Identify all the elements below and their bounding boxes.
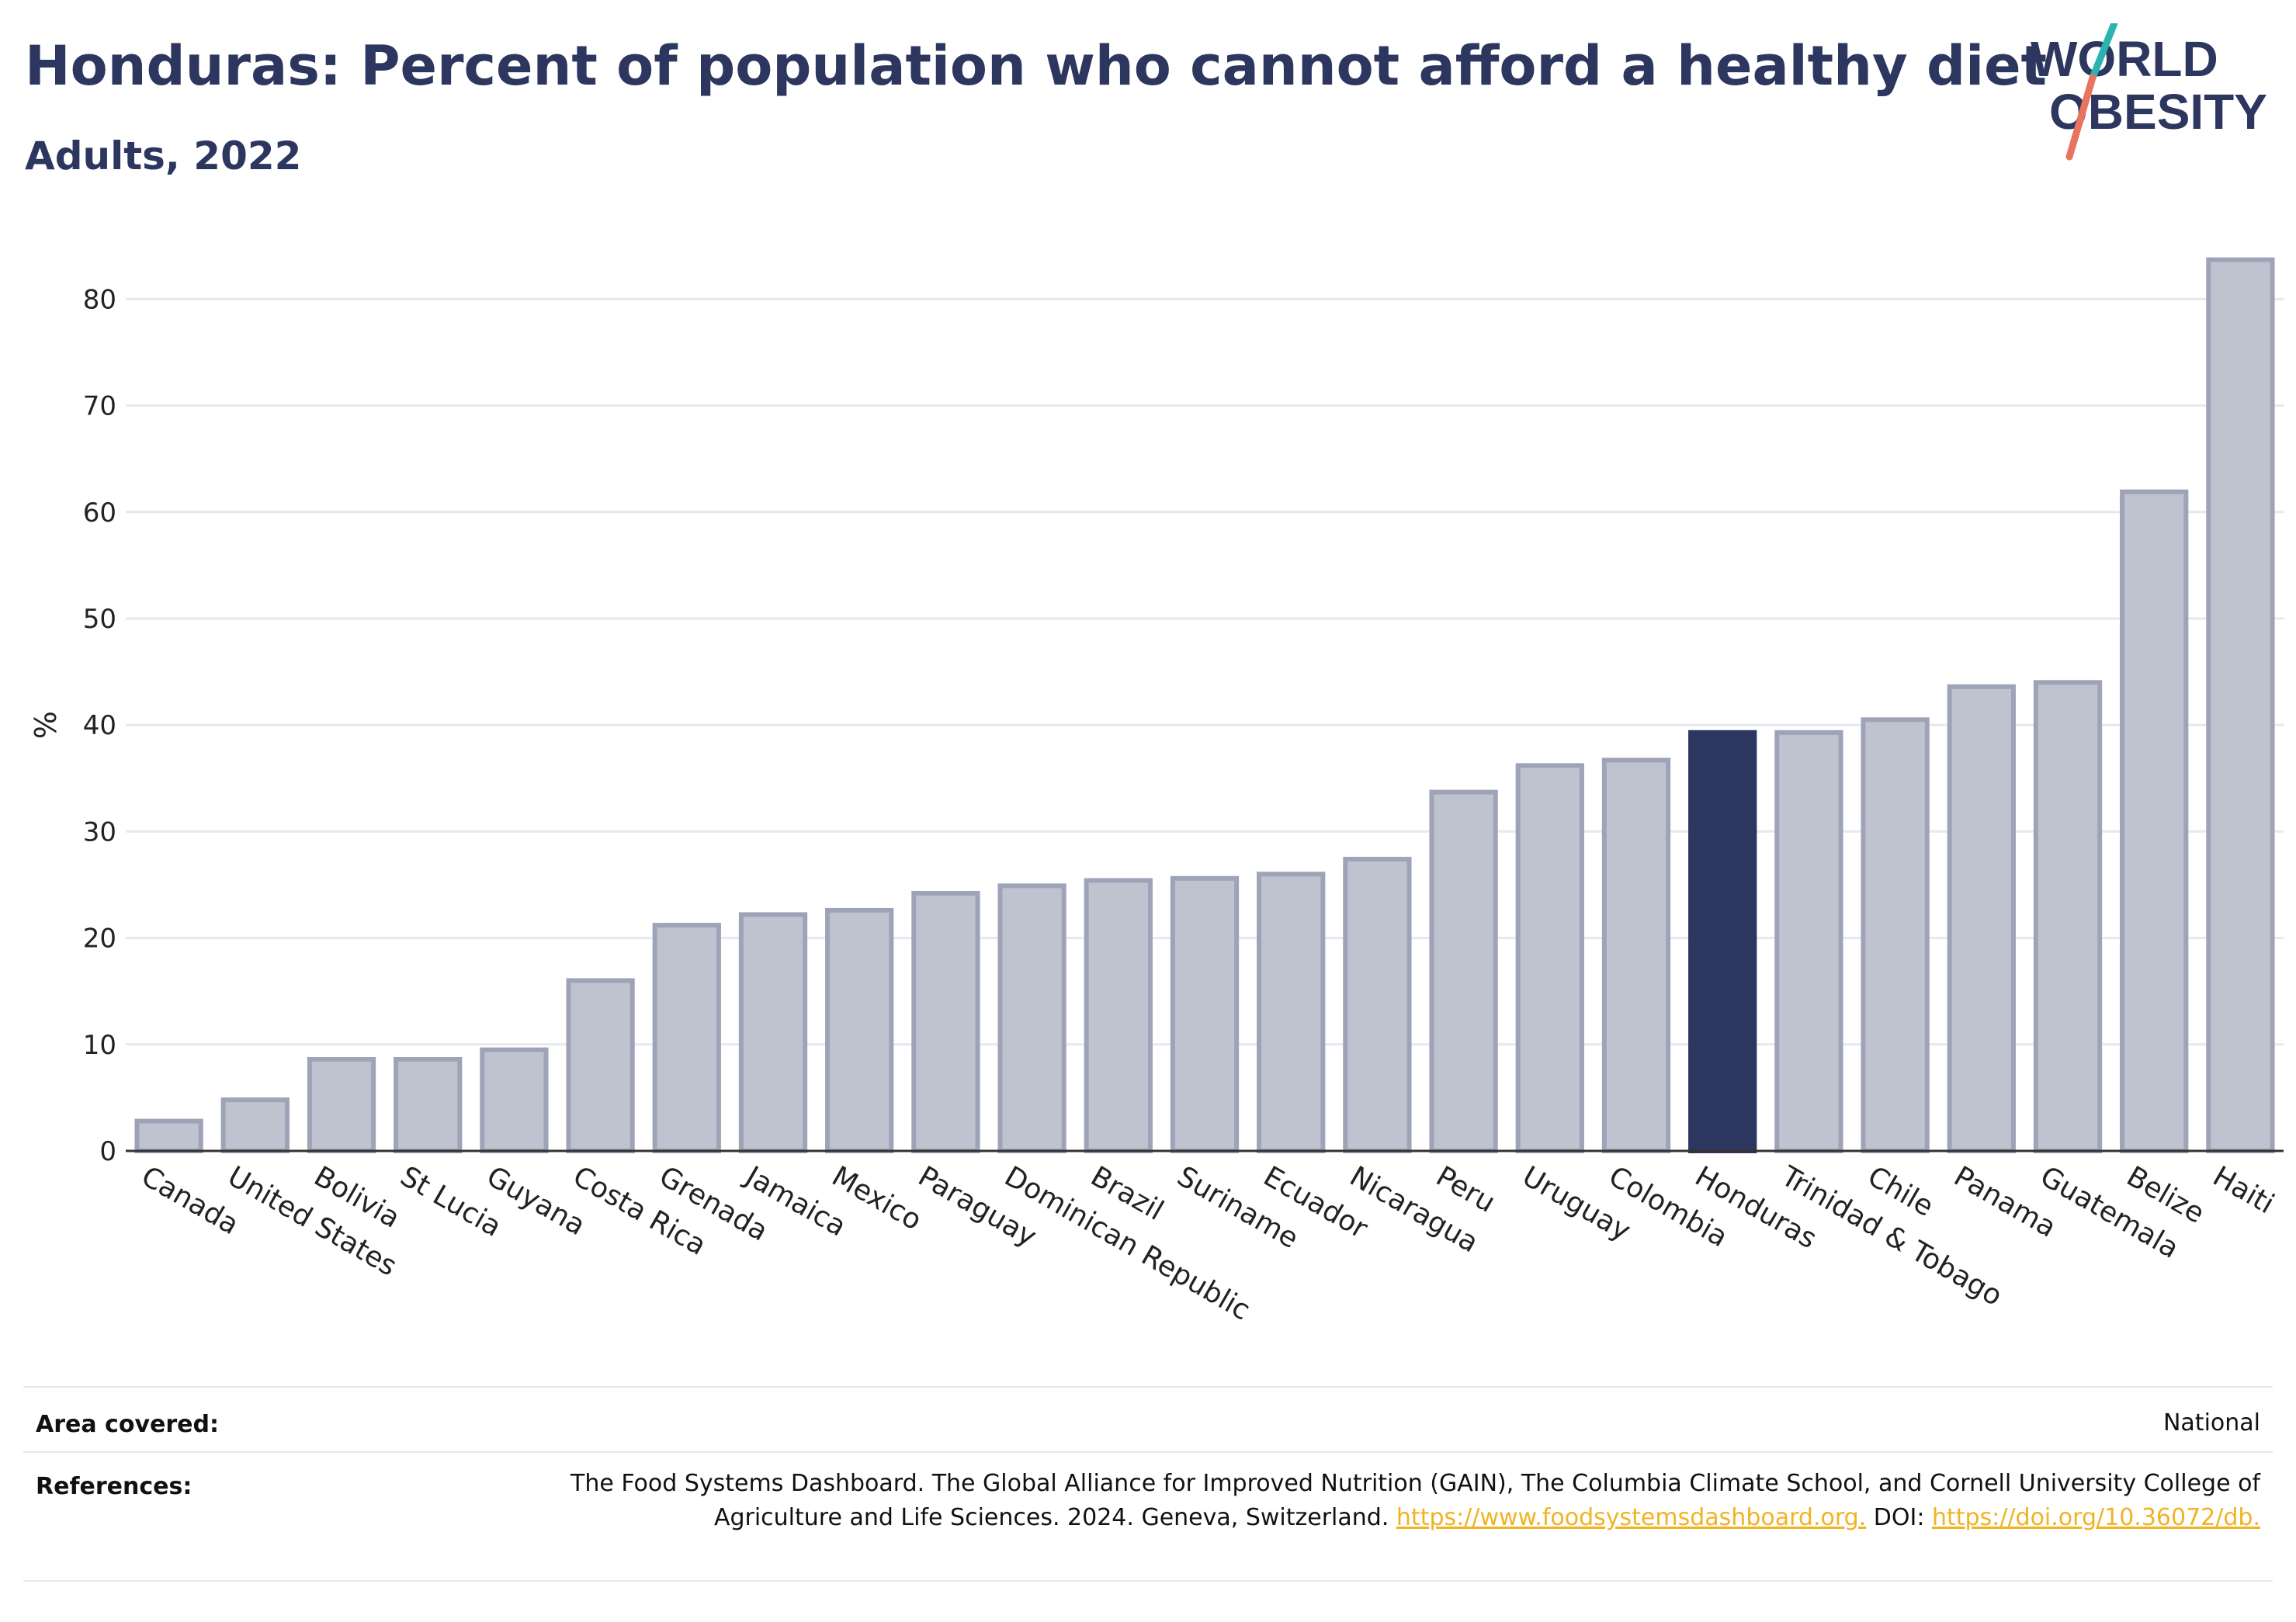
world-obesity-logo: WORLD OBESITY [2031, 23, 2267, 161]
bar [307, 1057, 376, 1154]
y-tick-label: 20 [83, 924, 116, 955]
footer-divider-middle [23, 1451, 2273, 1453]
chart-title: Honduras: Percent of population who cann… [25, 34, 2048, 98]
y-tick-label: 10 [83, 1030, 116, 1061]
references-label: References: [36, 1473, 192, 1500]
x-tick-label: Haiti [2208, 1160, 2280, 1220]
bar [1774, 730, 1843, 1153]
x-tick-label: Canada [136, 1160, 244, 1241]
logo-line1: WORLD [2031, 31, 2218, 87]
y-tick-label: 60 [83, 497, 116, 529]
reference-doi-label: DOI: [1873, 1504, 1925, 1531]
bar [997, 883, 1066, 1153]
bar [480, 1047, 549, 1154]
logo-slash-coral [2065, 74, 2097, 161]
bar [2206, 257, 2275, 1153]
reference-link-doi[interactable]: https://doi.org/10.36072/db. [1932, 1504, 2260, 1531]
bar [1861, 717, 1930, 1153]
bar [652, 923, 721, 1153]
bar [2120, 489, 2189, 1153]
area-covered-label: Area covered: [36, 1411, 219, 1438]
bar [825, 907, 894, 1153]
y-axis-label: % [29, 711, 63, 739]
y-tick-label: 70 [83, 391, 116, 422]
bar [1343, 857, 1412, 1154]
y-tick-label: 40 [83, 710, 116, 741]
bar [1257, 872, 1326, 1154]
footer-divider-bottom [23, 1580, 2273, 1582]
bar [134, 1118, 203, 1153]
chart-subtitle: Adults, 2022 [25, 133, 302, 178]
references-text: The Food Systems Dashboard. The Global A… [553, 1467, 2260, 1535]
bar [1601, 757, 1671, 1153]
bar [1429, 789, 1498, 1153]
reference-link-dashboard[interactable]: https://www.foodsystemsdashboard.org. [1396, 1504, 1867, 1531]
y-tick-label: 30 [83, 816, 116, 847]
bar [738, 912, 808, 1154]
bar-highlight [1688, 730, 1757, 1153]
logo-slash-teal [2089, 23, 2118, 81]
bar [911, 890, 980, 1153]
y-tick-label: 80 [83, 284, 116, 315]
footer-divider-top [23, 1386, 2273, 1388]
area-covered-value: National [2162, 1409, 2260, 1437]
bar [566, 978, 635, 1153]
y-tick-label: 50 [83, 604, 116, 635]
bar [1515, 763, 1584, 1153]
bar [394, 1057, 463, 1154]
bar [2033, 680, 2103, 1153]
bar [1170, 875, 1240, 1153]
references-body: The Food Systems Dashboard. The Global A… [571, 1470, 2260, 1531]
y-tick-label: 0 [99, 1136, 116, 1167]
bar [220, 1097, 290, 1154]
bar [1947, 684, 2016, 1153]
bar [1084, 878, 1153, 1153]
